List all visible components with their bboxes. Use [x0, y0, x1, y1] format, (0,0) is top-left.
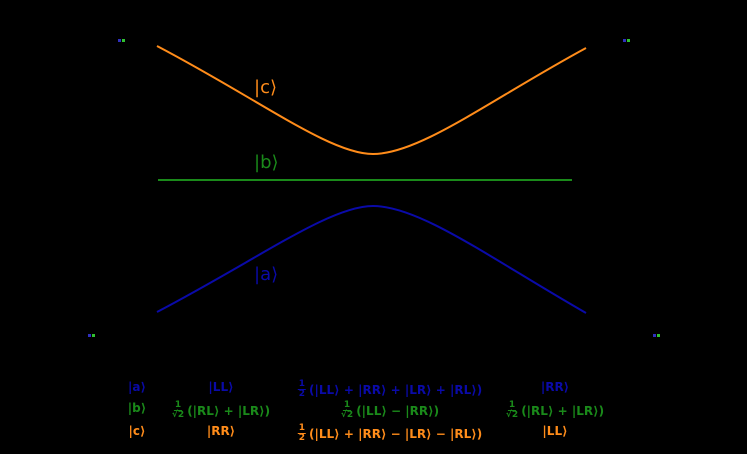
curve-c — [156, 45, 587, 156]
state-label: |a⟩ — [128, 380, 146, 394]
fraction-inv-sqrt2: 1 √2 — [171, 400, 185, 420]
middle-expr: 1 √2 (|LL⟩ − |RR⟩) — [340, 400, 440, 420]
right-limit-expr: 1 √2 (|RL⟩ + |LR⟩) — [505, 400, 605, 420]
right-limit-expr: |RR⟩ — [540, 380, 570, 394]
left-limit-expr: |RR⟩ — [206, 424, 236, 438]
fraction-inv-sqrt2: 1 √2 — [505, 400, 519, 420]
table-row-b: |b⟩ 1 √2 (|RL⟩ + |LR⟩) 1 √2 (|LL⟩ − |RR⟩) … — [0, 401, 747, 421]
left-limit-expr: 1 √2 (|RL⟩ + |LR⟩) — [171, 400, 271, 420]
label-c: |c⟩ — [254, 77, 277, 98]
curve-a — [156, 204, 587, 314]
state-label: |c⟩ — [128, 424, 146, 438]
left-limit-expr: |LL⟩ — [208, 380, 234, 394]
right-limit-expr: |LL⟩ — [542, 424, 568, 438]
label-a: |a⟩ — [254, 264, 279, 285]
label-b: |b⟩ — [254, 152, 279, 173]
fraction-inv-sqrt2: 1 √2 — [340, 400, 354, 420]
state-label: |b⟩ — [127, 401, 147, 415]
